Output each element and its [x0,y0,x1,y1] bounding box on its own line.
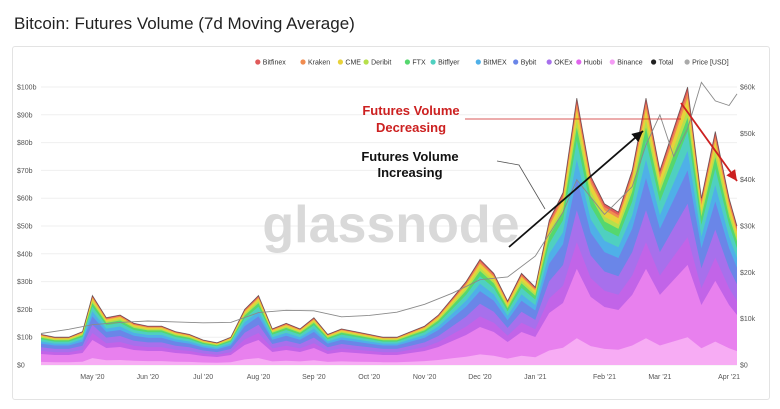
y-axis-left: $0 $10b $20b $30b $40b $50b $60b $70b $80b $90b $1… [17,85,37,370]
y-left-tick-label: $70b [17,168,33,175]
x-tick-label: Oct '20 [358,374,380,381]
x-tick-label: Jul '20 [193,374,213,381]
y-left-tick-label: $60b [17,196,33,203]
x-tick-label: Aug '20 [247,374,271,381]
legend-label[interactable]: OKEx [554,60,573,67]
legend-swatch [475,59,481,65]
y-right-tick-label: $40k [740,177,756,184]
increasing-arrow [508,130,644,248]
legend-swatch [651,59,657,65]
annotation-increasing-line1: Futures Volume [361,149,458,164]
legend-swatch [363,59,369,65]
x-tick-label: Feb '21 [593,374,616,381]
stack-band [41,337,737,365]
legend-swatch [546,59,552,65]
legend-label[interactable]: Bybit [521,60,537,67]
y-left-tick-label: $0 [17,363,25,370]
legend-swatch [255,59,261,65]
legend-label[interactable]: Bitflyer [438,60,460,67]
x-tick-label: Nov '20 [413,374,437,381]
y-right-tick-label: $60k [740,85,756,92]
legend-label[interactable]: Bitfinex [263,60,286,67]
legend-label[interactable]: Kraken [308,60,330,67]
stack-band [41,264,737,365]
legend-label[interactable]: BitMEX [483,60,507,67]
watermark: glassnode [262,196,519,254]
legend-swatch [609,59,615,65]
futures-volume-chart: Price [USD] Total Binance Huobi OKEx Bybit Bit… [17,59,756,381]
y-right-tick-label: $50k [740,131,756,138]
y-left-tick-label: $10b [17,335,33,342]
x-tick-label: Dec '20 [468,374,492,381]
legend-label[interactable]: Binance [617,60,642,67]
legend-label[interactable]: CME [345,60,361,67]
y-left-tick-label: $40b [17,251,33,258]
increasing-pointer-line [496,160,546,210]
x-tick-label: Apr '21 [718,374,740,381]
y-right-tick-label: $30k [740,224,756,231]
x-tick-label: May '20 [80,374,104,381]
legend-swatch [576,59,582,65]
y-right-tick-label: $10k [740,316,756,323]
decreasing-arrow [680,102,738,182]
legend-swatch [300,59,306,65]
y-axis-right: $0 $10k $20k $30k $40k $50k $60k [740,85,756,370]
page-title: Bitcoin: Futures Volume (7d Moving Avera… [14,14,355,33]
legend-label[interactable]: Total [659,60,674,67]
price-line [40,81,738,334]
x-axis: May '20 Jun '20 Jul '20 Aug '20 Sep '20 Oct '… [80,374,740,381]
legend-label[interactable]: Deribit [371,60,391,67]
y-right-tick-label: $20k [740,270,756,277]
x-tick-label: Jun '20 [137,374,159,381]
y-left-tick-label: $20b [17,307,33,314]
y-right-tick-label: $0 [740,363,748,370]
legend-swatch [404,59,410,65]
y-left-tick-label: $100b [17,85,37,92]
chart-card: Price [USD] Total Binance Huobi OKEx Bybit Bit… [12,46,770,400]
legend-swatch [430,59,436,65]
legend: Price [USD] Total Binance Huobi OKEx Bybit Bit… [255,59,729,67]
y-left-tick-label: $90b [17,112,33,119]
stacked-areas [41,87,737,365]
x-tick-label: Sep '20 [302,374,326,381]
y-left-tick-label: $80b [17,140,33,147]
legend-swatch [337,59,343,65]
total-line [40,86,738,344]
y-left-tick-label: $30b [17,279,33,286]
annotation-decreasing-line1: Futures Volume [362,103,459,118]
y-left-tick-label: $50b [17,224,33,231]
legend-label[interactable]: FTX [412,60,426,67]
x-tick-label: Mar '21 [648,374,671,381]
annotation-decreasing-line2: Decreasing [376,120,446,135]
annotation-increasing-line2: Increasing [377,165,442,180]
series-lines [40,81,738,344]
legend-label[interactable]: Huobi [584,60,603,67]
legend-label[interactable]: Price [USD] [692,60,729,67]
x-tick-label: Jan '21 [524,374,546,381]
legend-swatch [513,59,519,65]
legend-swatch [684,59,690,65]
